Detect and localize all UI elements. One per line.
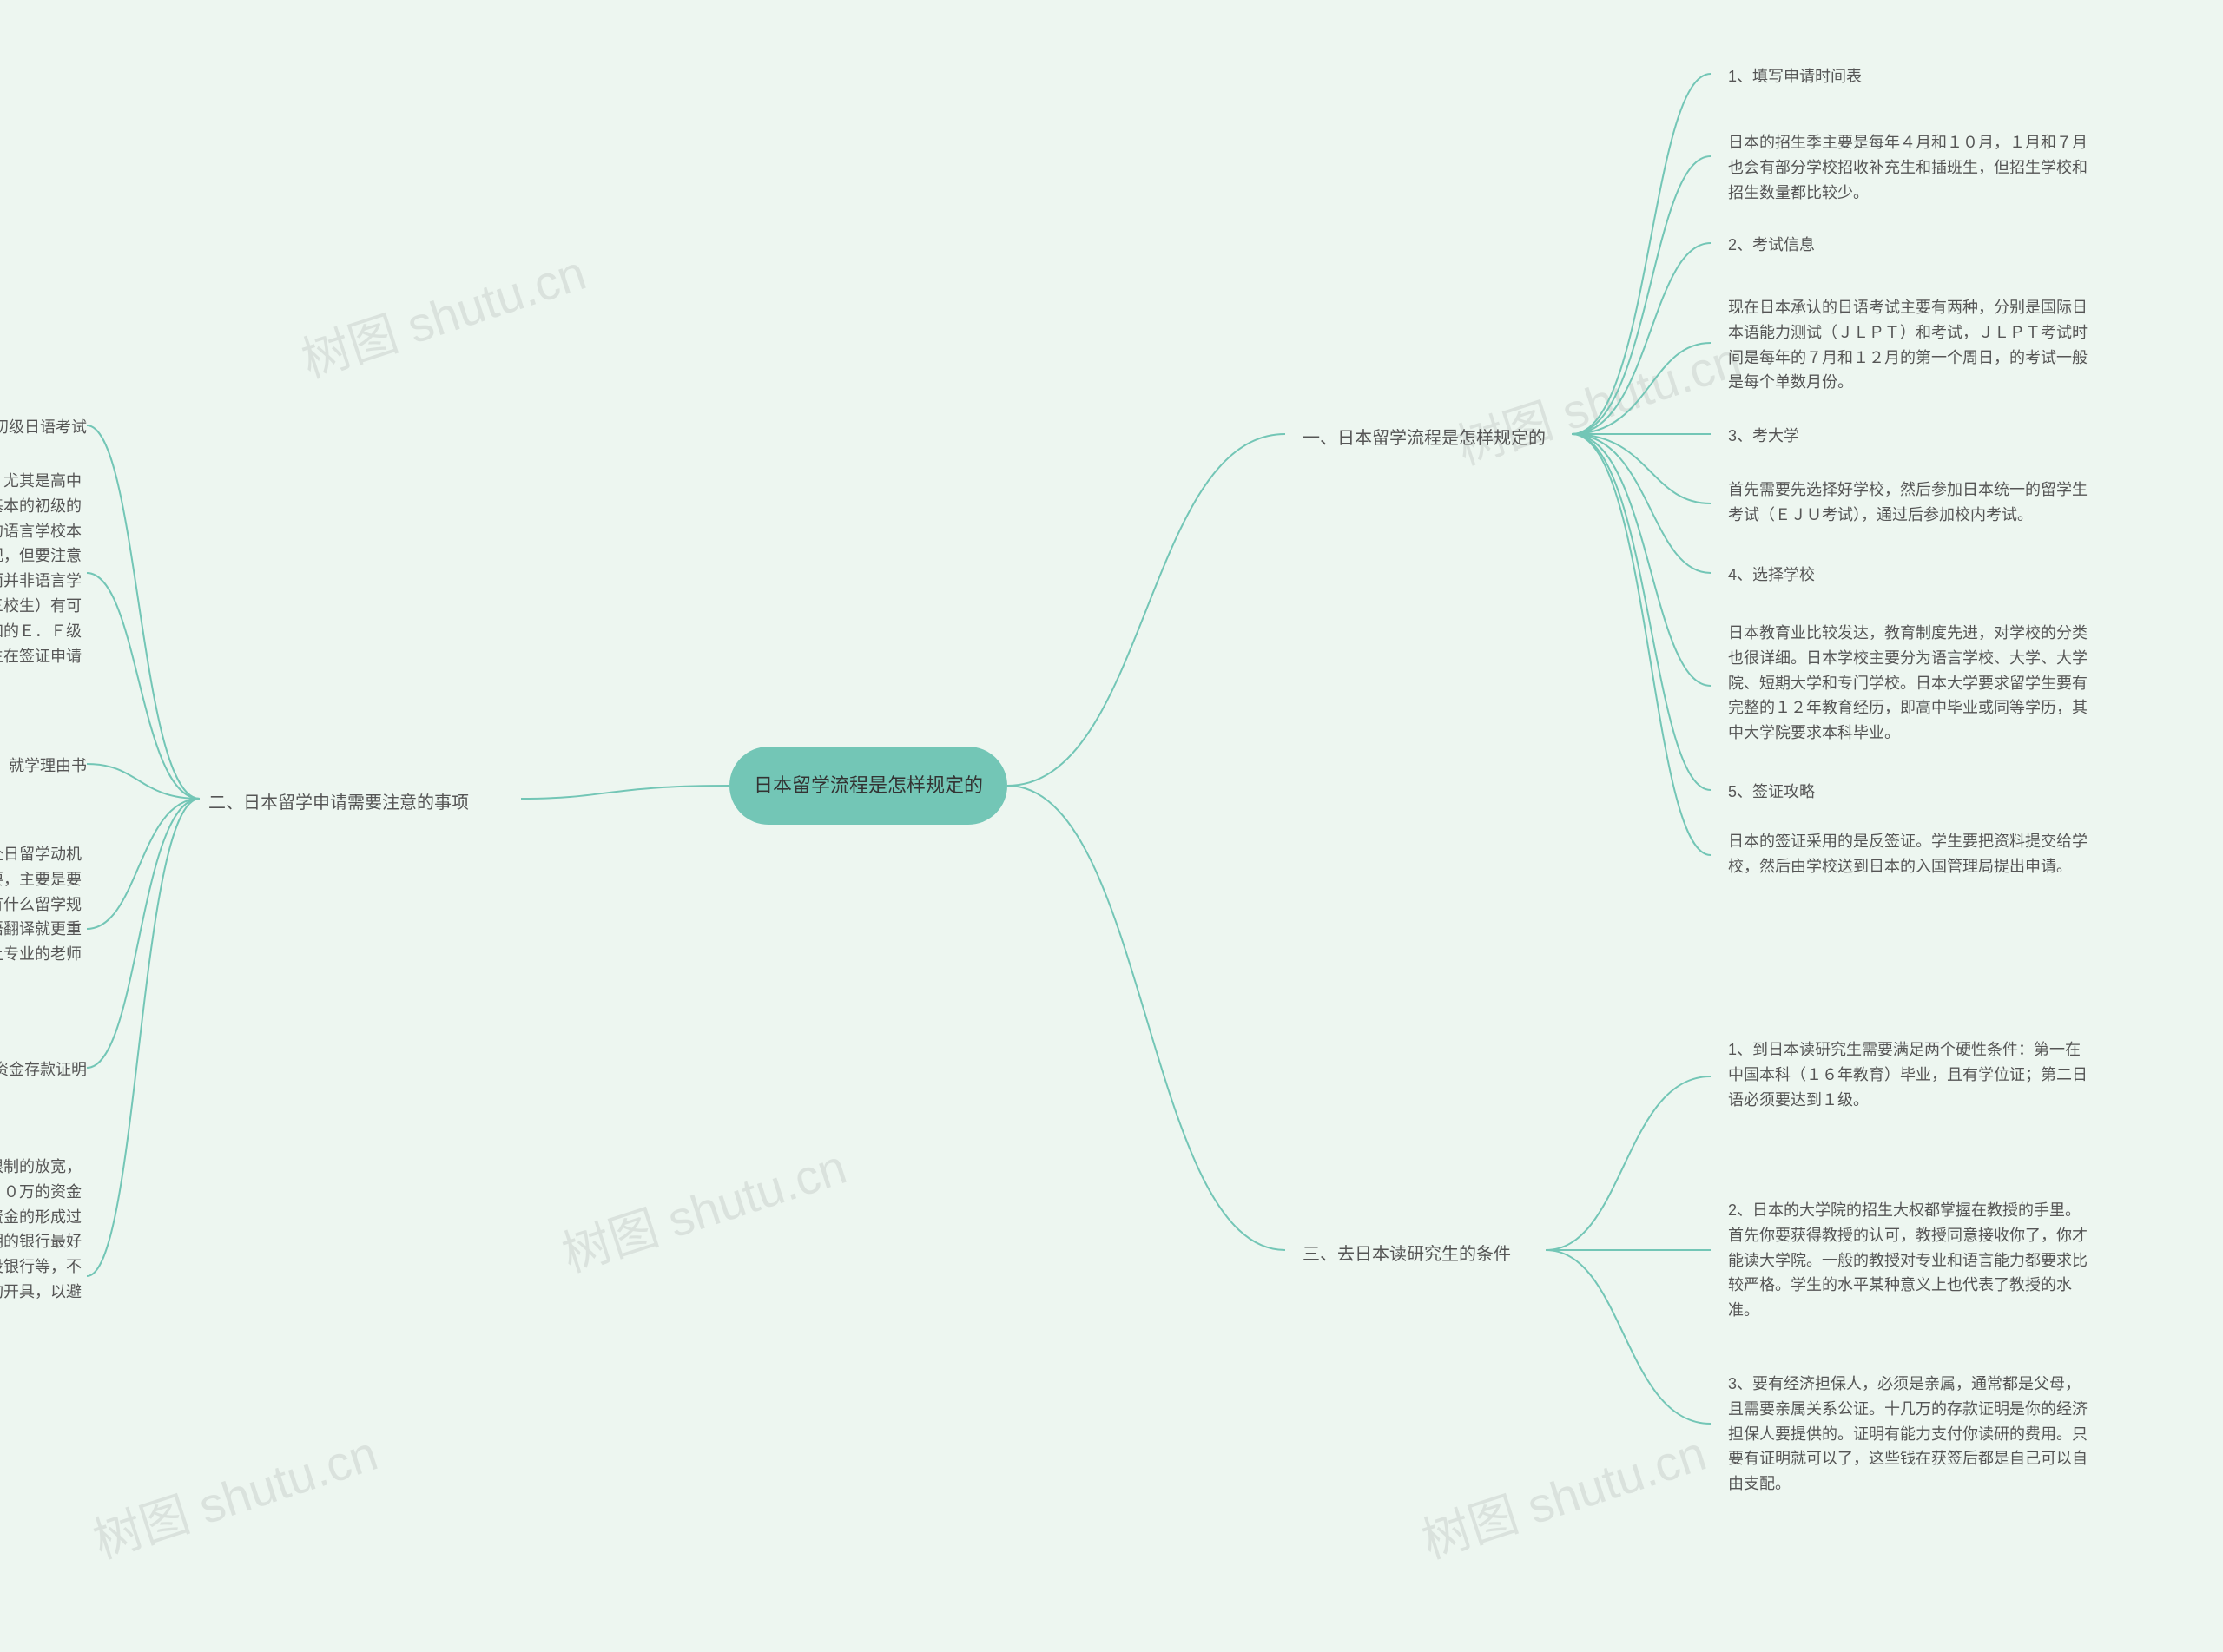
b2-n2d: 就学理由书是日本入国管理局了解学生赴日留学动机的主要途径，所以理由书的撰写也很重…: [0, 842, 87, 992]
b2-n2: 2、就学理由书: [0, 754, 87, 779]
watermark: 树图 shutu.cn: [83, 1415, 386, 1573]
watermark: 树图 shutu.cn: [1447, 321, 1749, 479]
b1-n4d: 日本教育业比较发达，教育制度先进，对学校的分类也很详细。日本学校主要分为语言学校…: [1728, 621, 2093, 746]
watermark: 树图 shutu.cn: [552, 1129, 854, 1287]
b1-n1: 1、填写申请时间表: [1728, 64, 2093, 89]
watermark: 树图 shutu.cn: [1412, 1415, 1714, 1573]
b1-n5: 5、签证攻略: [1728, 780, 2093, 805]
b3-n1: 1、到日本读研究生需要满足两个硬性条件：第一在中国本科（１６年教育）毕业，且有学…: [1728, 1037, 2093, 1112]
b3-n2: 2、日本的大学院的招生大权都掌握在教授的手里。首先你要获得教授的认可，教授同意接…: [1728, 1198, 2093, 1323]
branch3-label: 三、去日本读研究生的条件: [1303, 1240, 1511, 1265]
b2-n3d: 随着日本政府对中国留学生在经济方面限制的放宽，在办理赴日留学的时候通常学生要提交…: [0, 1155, 87, 1330]
b2-n3: 3、资金存款证明: [0, 1057, 87, 1083]
branch1-label: 一、日本留学流程是怎样规定的: [1303, 424, 1546, 449]
b3-n3: 3、要有经济担保人，必须是亲属，通常都是父母，且需要亲属关系公证。十几万的存款证…: [1728, 1372, 2093, 1497]
center-node: 日本留学流程是怎样规定的: [729, 747, 1007, 825]
b2-n1d: 近年以高中生和本科生赴日留学的较多，尤其是高中生（包括三校生）赴日留学都要求一个…: [0, 469, 87, 694]
branch2-label: 二、日本留学申请需要注意的事项: [208, 788, 469, 813]
b1-n2d: 现在日本承认的日语考试主要有两种，分别是国际日本语能力测试（ＪＬＰＴ）和考试，Ｊ…: [1728, 295, 2093, 395]
b1-n3: 3、考大学: [1728, 424, 2093, 449]
b1-n3d: 首先需要先选择好学校，然后参加日本统一的留学生考试（ＥＪＵ考试），通过后参加校内…: [1728, 477, 2093, 528]
b1-n2: 2、考试信息: [1728, 233, 2093, 258]
b1-n1d: 日本的招生季主要是每年４月和１０月，１月和７月也会有部分学校招收补充生和插班生，…: [1728, 130, 2093, 205]
b2-n1: 1、初级日语考试: [0, 415, 87, 440]
watermark: 树图 shutu.cn: [292, 234, 594, 392]
b1-n5d: 日本的签证采用的是反签证。学生要把资料提交给学校，然后由学校送到日本的入国管理局…: [1728, 829, 2093, 879]
b1-n4: 4、选择学校: [1728, 563, 2093, 588]
